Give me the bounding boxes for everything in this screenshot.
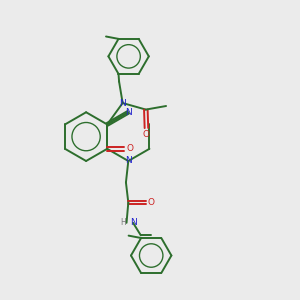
- Text: N: N: [125, 157, 132, 166]
- Text: O: O: [148, 198, 155, 207]
- Text: O: O: [143, 130, 150, 139]
- Text: H: H: [121, 218, 126, 227]
- Text: N: N: [130, 218, 136, 227]
- Text: O: O: [127, 144, 134, 153]
- Text: N: N: [119, 98, 126, 107]
- Text: N: N: [125, 108, 132, 117]
